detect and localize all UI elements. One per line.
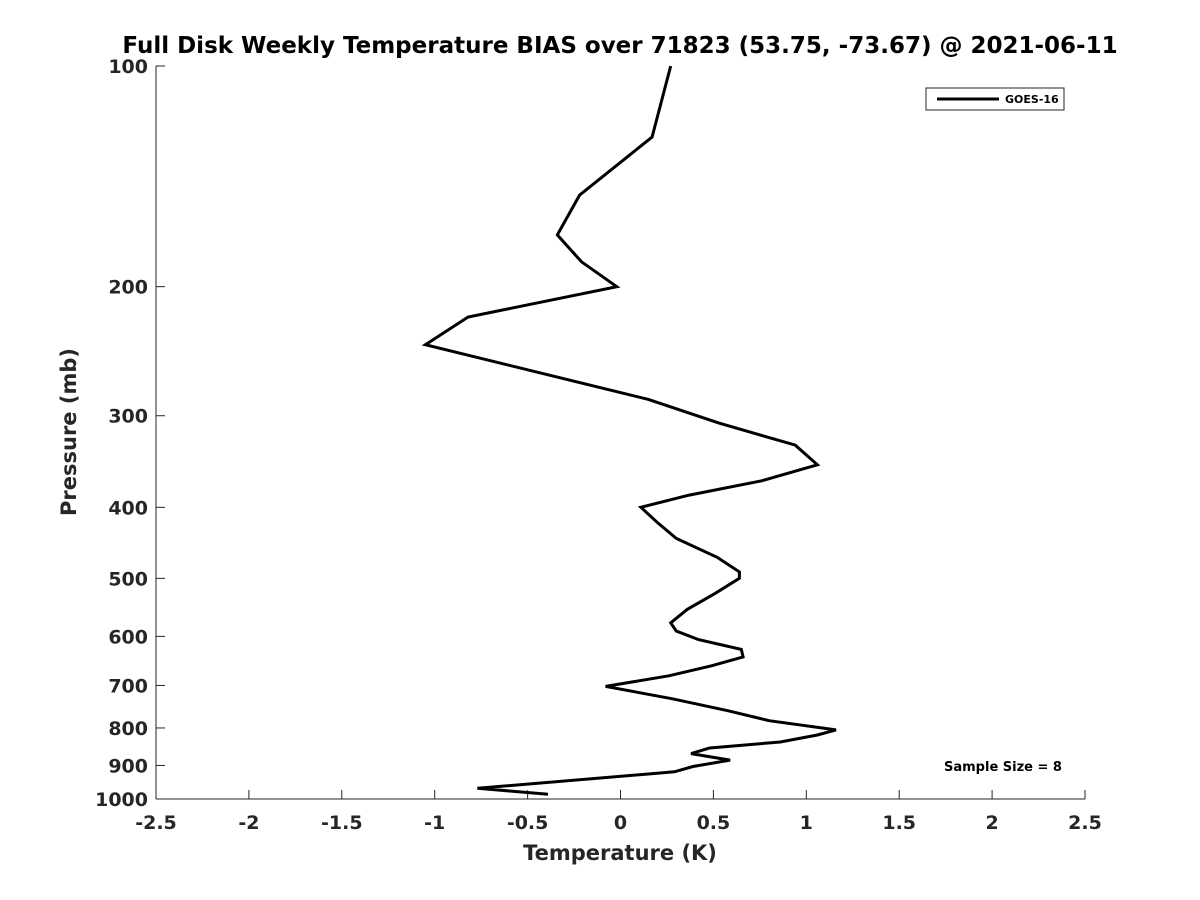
y-tick-label: 200 [108, 277, 148, 299]
series-line [421, 65, 837, 796]
legend: GOES-16 [925, 87, 1065, 111]
y-tick-label: 800 [108, 718, 148, 740]
series-layer [421, 65, 837, 796]
chart-title: Full Disk Weekly Temperature BIAS over 7… [122, 33, 1117, 59]
x-tick-label: 2.5 [1068, 812, 1102, 834]
y-tick-label: 1000 [95, 789, 148, 811]
x-tick-label: -0.5 [507, 812, 549, 834]
y-axis: 100 200 300 400 500 600 700 800 900 1000 [95, 56, 165, 811]
sample-size-note: Sample Size = 8 [944, 760, 1062, 775]
x-axis: -2.5 -2 -1.5 -1 -0.5 0 0.5 1 1.5 2 2.5 [135, 790, 1102, 834]
y-tick-label: 900 [108, 755, 148, 777]
x-tick-label: 0 [614, 812, 627, 834]
x-tick-label: -2 [238, 812, 259, 834]
y-tick-label: 700 [108, 675, 148, 697]
y-tick-label: 100 [108, 56, 148, 78]
y-axis-label: Pressure (mb) [57, 348, 81, 516]
x-tick-label: 1.5 [882, 812, 916, 834]
y-tick-label: 500 [108, 568, 148, 590]
plot-area [156, 66, 1085, 799]
y-tick-label: 300 [108, 406, 148, 428]
x-tick-label: 0.5 [697, 812, 731, 834]
x-tick-label: -1 [424, 812, 445, 834]
y-tick-label: 600 [108, 626, 148, 648]
x-axis-label: Temperature (K) [523, 841, 717, 865]
x-tick-label: -2.5 [135, 812, 177, 834]
x-tick-label: -1.5 [321, 812, 363, 834]
plot-background [156, 66, 1085, 799]
x-tick-label: 1 [800, 812, 813, 834]
legend-label: GOES-16 [1005, 93, 1059, 106]
x-tick-label: 2 [985, 812, 998, 834]
y-tick-label: 400 [108, 497, 148, 519]
